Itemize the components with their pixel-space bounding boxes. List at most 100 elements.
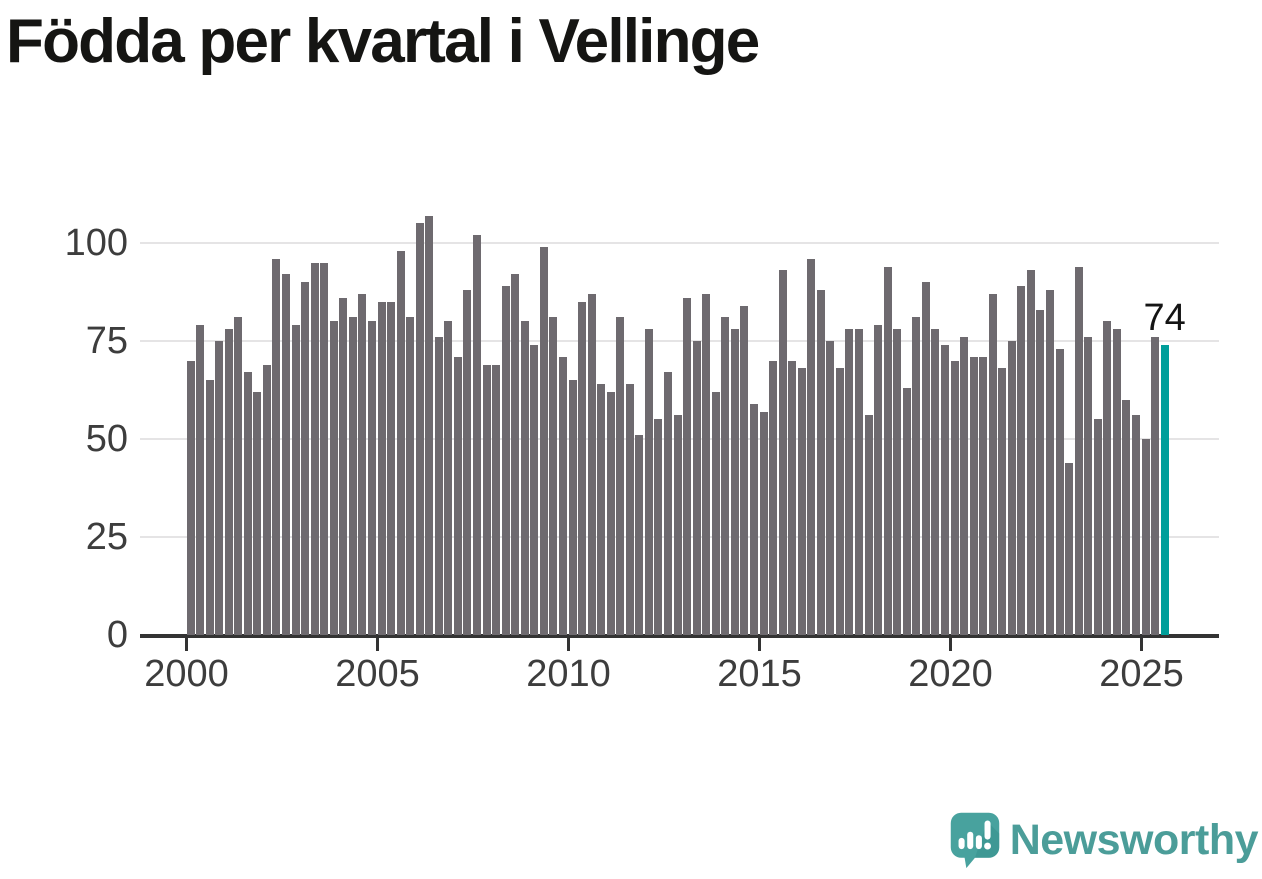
x-tick-label: 2005 (335, 653, 420, 695)
bar (1017, 286, 1026, 635)
x-tick-label: 2015 (717, 653, 802, 695)
x-axis-tick (1140, 638, 1143, 651)
bar (482, 364, 491, 635)
newsworthy-logo-text: Newsworthy (1009, 815, 1259, 864)
bar (215, 341, 224, 635)
x-tick-label: 2020 (908, 653, 993, 695)
bar (1007, 341, 1016, 635)
bar (692, 341, 701, 635)
bar (501, 286, 510, 635)
bar (769, 360, 778, 635)
bar (778, 270, 787, 635)
bar (902, 388, 911, 635)
bar (358, 293, 367, 635)
bar (425, 215, 434, 635)
x-axis-tick (758, 638, 761, 651)
bar (387, 301, 396, 635)
bar (616, 317, 625, 635)
plot-area (140, 215, 1219, 638)
bar (883, 266, 892, 635)
bar (874, 325, 883, 635)
bar (520, 321, 529, 635)
bar (740, 305, 749, 635)
bar (320, 262, 329, 635)
bar (310, 262, 319, 635)
x-axis-tick (185, 638, 188, 651)
newsworthy-logo: Newsworthy (949, 811, 1259, 869)
bar (625, 384, 634, 635)
bar (262, 364, 271, 635)
bar (1046, 290, 1054, 635)
y-tick-label: 50 (85, 418, 128, 460)
bar (835, 368, 844, 635)
bar (864, 415, 873, 635)
bar (568, 380, 577, 635)
bar (1065, 462, 1074, 635)
bar (1084, 337, 1093, 635)
bar (492, 364, 501, 635)
highlight-bar (1160, 344, 1169, 635)
bar (988, 293, 997, 635)
bar (367, 321, 376, 635)
x-axis-line (140, 634, 1219, 638)
bar (816, 290, 825, 635)
bar (511, 274, 520, 635)
bar (1026, 270, 1035, 635)
bar (224, 329, 233, 635)
x-tick-label: 2025 (1099, 653, 1184, 695)
x-axis-tick (376, 638, 379, 651)
bar (711, 391, 720, 635)
bar (539, 246, 548, 635)
bar (635, 435, 644, 635)
bar (329, 321, 338, 635)
y-tick-label: 25 (85, 516, 128, 558)
bar (253, 391, 262, 635)
y-tick-label: 100 (64, 222, 128, 264)
bar (730, 329, 739, 635)
bar (415, 223, 424, 635)
bar (291, 325, 300, 635)
bar (348, 317, 357, 635)
bar (406, 317, 415, 635)
bar (587, 293, 596, 635)
bar (282, 274, 290, 635)
bar (558, 356, 567, 635)
bar (1074, 266, 1083, 635)
bar (998, 368, 1007, 635)
gridline (140, 242, 1219, 244)
x-tick-label: 2010 (526, 653, 611, 695)
bar (931, 329, 940, 635)
bar (1141, 439, 1150, 635)
bar (721, 317, 730, 635)
chart-title: Födda per kvartal i Vellinge (6, 7, 760, 76)
bar (339, 297, 348, 635)
bar (644, 329, 653, 635)
bar (186, 360, 195, 635)
bar (453, 356, 462, 635)
bar (1151, 337, 1160, 635)
bar (759, 411, 768, 635)
bar (301, 282, 310, 635)
bar (950, 360, 959, 635)
bar (893, 329, 902, 635)
bar (807, 258, 816, 635)
x-tick-label: 2000 (144, 653, 229, 695)
bar (912, 317, 921, 635)
bar (673, 415, 682, 635)
y-tick-label: 75 (85, 320, 128, 362)
bar (979, 356, 988, 635)
bar (196, 325, 205, 635)
bar (749, 403, 758, 635)
bar (444, 321, 453, 635)
bar (1122, 399, 1131, 635)
bar (1131, 415, 1140, 635)
bar (1093, 419, 1102, 635)
bar (960, 337, 969, 635)
newsworthy-logo-icon (950, 812, 999, 869)
gridline (140, 340, 1219, 342)
highlight-value-label: 74 (1143, 296, 1186, 339)
bar (940, 344, 949, 635)
bar (473, 235, 481, 635)
bar (606, 391, 615, 635)
bar (549, 317, 558, 635)
